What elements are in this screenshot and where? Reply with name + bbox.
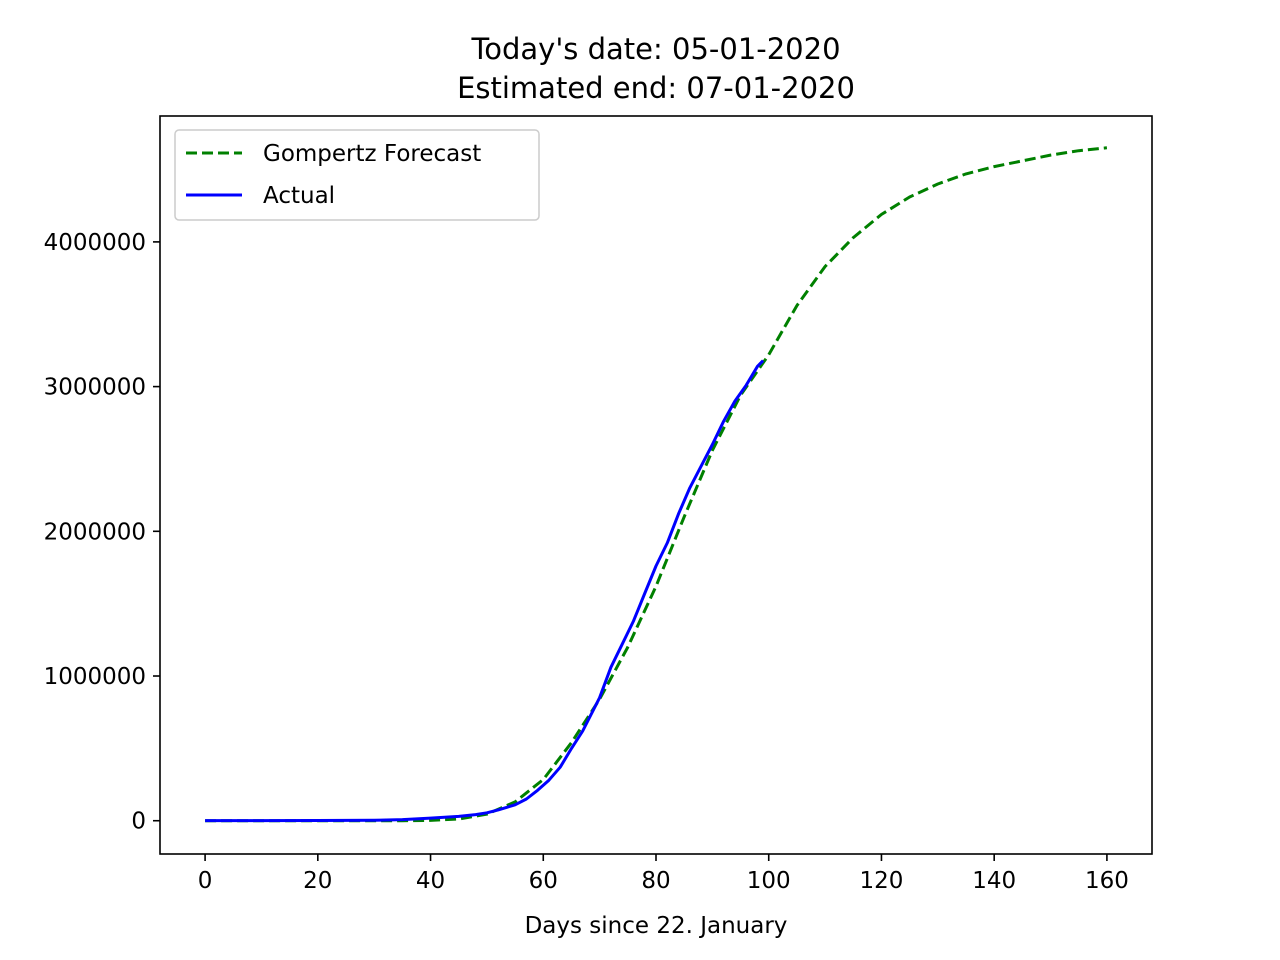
series-line-gompertz-forecast xyxy=(205,146,1108,823)
x-tick-label: 0 xyxy=(198,868,213,894)
legend-box xyxy=(174,129,540,221)
x-tick-label: 120 xyxy=(860,868,904,894)
y-tick-label: 0 xyxy=(131,809,146,835)
x-axis-ticks: 0 20 40 60 80 100 120 140 160 xyxy=(198,854,1129,894)
legend-label: Actual xyxy=(263,183,335,209)
x-tick-label: 40 xyxy=(416,868,445,894)
series-line-actual xyxy=(205,359,765,823)
x-axis-label: Days since 22. January xyxy=(525,913,788,939)
x-tick-label: 60 xyxy=(529,868,558,894)
y-axis-ticks: 0 1000000 2000000 3000000 4000000 xyxy=(44,230,160,835)
series-layer xyxy=(205,146,1108,823)
y-tick-label: 1000000 xyxy=(44,664,146,690)
x-tick-label: 160 xyxy=(1085,868,1129,894)
chart-title: Today's date: 05-01-2020 xyxy=(470,32,840,66)
legend: Gompertz Forecast Actual xyxy=(174,129,540,221)
plot-frame xyxy=(159,115,1153,855)
x-tick-label: 140 xyxy=(972,868,1016,894)
x-tick-label: 100 xyxy=(747,868,791,894)
y-tick-label: 3000000 xyxy=(44,375,146,401)
legend-label: Gompertz Forecast xyxy=(263,141,481,167)
x-tick-label: 80 xyxy=(641,868,670,894)
chart-subtitle: Estimated end: 07-01-2020 xyxy=(457,71,855,105)
y-tick-label: 2000000 xyxy=(44,519,146,545)
y-tick-label: 4000000 xyxy=(44,230,146,256)
x-tick-label: 20 xyxy=(303,868,332,894)
